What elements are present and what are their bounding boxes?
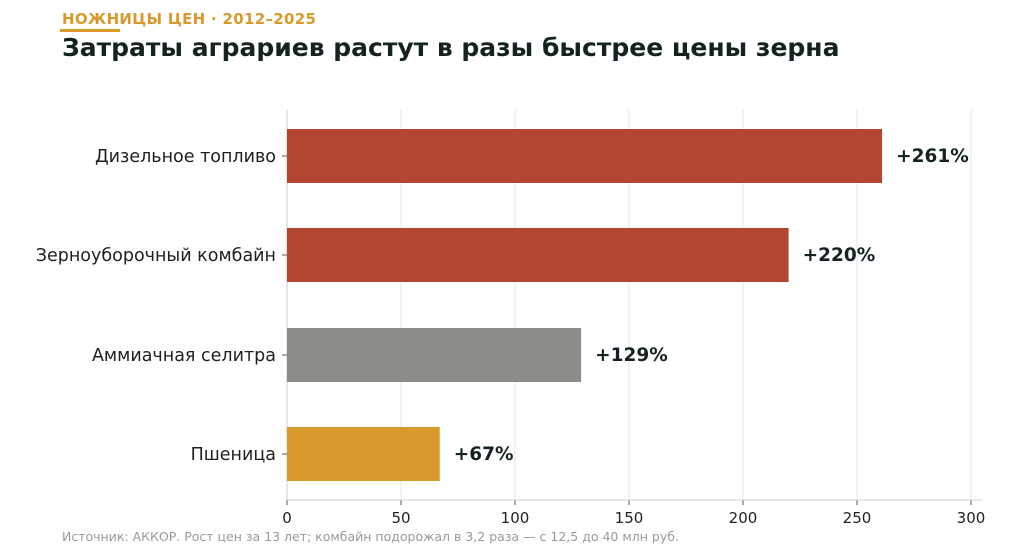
category-label: Пшеница xyxy=(191,445,276,465)
kicker-underline xyxy=(60,29,120,32)
category-label: Дизельное топливо xyxy=(95,147,276,167)
x-tick-label: 300 xyxy=(957,509,986,527)
x-tick-label: 200 xyxy=(729,509,758,527)
x-tick-label: 100 xyxy=(501,509,530,527)
x-tick-label: 250 xyxy=(843,509,872,527)
data-label: +67% xyxy=(454,444,514,465)
category-label: Зерноуборочный комбайн xyxy=(36,246,276,266)
x-tick-label: 150 xyxy=(615,509,644,527)
data-label: +261% xyxy=(896,146,969,167)
x-tick-label: 0 xyxy=(282,509,292,527)
chart-kicker: НОЖНИЦЫ ЦЕН · 2012–2025 xyxy=(62,10,317,28)
category-label: Аммиачная селитра xyxy=(92,346,276,366)
source-note: Источник: АККОР. Рост цен за 13 лет; ком… xyxy=(62,529,679,544)
bar xyxy=(287,427,440,481)
chart-title: Затраты аграриев растут в разы быстрее ц… xyxy=(62,33,840,62)
bar xyxy=(287,129,883,183)
x-tick-label: 50 xyxy=(391,509,410,527)
bar xyxy=(287,228,789,282)
data-label: +220% xyxy=(803,245,876,266)
bar xyxy=(287,328,582,382)
data-label: +129% xyxy=(595,345,668,366)
